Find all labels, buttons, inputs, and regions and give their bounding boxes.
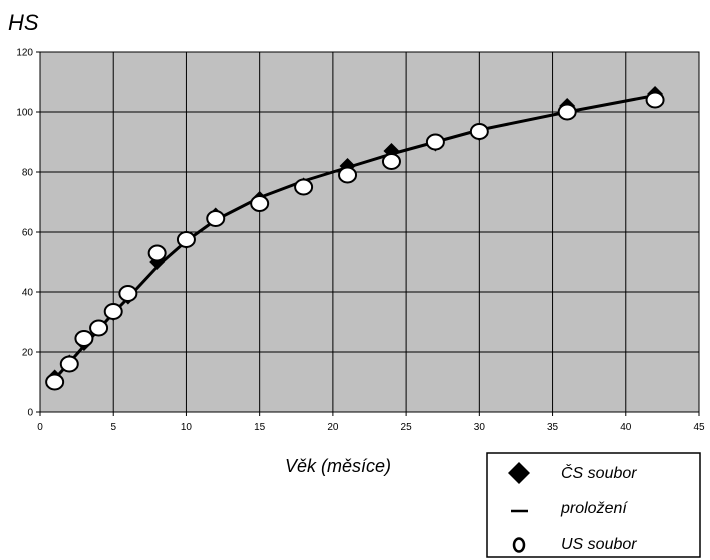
us-circle-point bbox=[645, 91, 665, 109]
y-tick-label: 0 bbox=[27, 408, 33, 419]
us-circle-point bbox=[176, 231, 196, 248]
x-tick-label: 45 bbox=[693, 422, 705, 433]
legend-label-cs: ČS soubor bbox=[561, 463, 637, 482]
chart-title: HS bbox=[8, 10, 39, 35]
x-tick-label: 30 bbox=[474, 422, 486, 433]
us-circle-point bbox=[147, 244, 167, 262]
x-tick-label: 15 bbox=[254, 422, 266, 433]
legend-label-fit: proložení bbox=[560, 500, 628, 517]
us-circle-point bbox=[59, 355, 79, 373]
us-circle-point bbox=[469, 123, 489, 140]
axes: 0 20 40 60 80 100 120 0 5 10 15 20 25 30 35 40 45 bbox=[16, 48, 705, 434]
legend-circle-marker bbox=[512, 537, 526, 553]
us-circle-point bbox=[381, 153, 401, 170]
y-tick-label: 100 bbox=[16, 108, 33, 119]
us-circle-point bbox=[557, 103, 577, 121]
us-circle-point bbox=[294, 178, 314, 196]
y-tick-label: 120 bbox=[16, 48, 33, 59]
us-circle-point bbox=[206, 210, 226, 227]
us-circle-point bbox=[74, 330, 94, 347]
x-tick-label: 20 bbox=[327, 422, 339, 433]
us-circle-point bbox=[250, 195, 270, 212]
x-tick-label: 5 bbox=[110, 422, 116, 433]
x-tick-label: 25 bbox=[401, 422, 413, 433]
x-tick-label: 40 bbox=[620, 422, 632, 433]
us-circle-point bbox=[425, 133, 445, 151]
x-tick-label: 10 bbox=[181, 422, 193, 433]
y-tick-label: 20 bbox=[22, 348, 34, 359]
legend-label-us: US soubor bbox=[561, 536, 637, 553]
us-circle-point bbox=[89, 319, 109, 337]
x-tick-label: 35 bbox=[547, 422, 559, 433]
legend: ČS soubor proložení US soubor bbox=[486, 452, 701, 558]
us-circle-point bbox=[45, 373, 65, 391]
x-axis-label: Věk (měsíce) bbox=[285, 456, 391, 476]
y-tick-label: 80 bbox=[22, 168, 34, 179]
us-circle-point bbox=[118, 285, 138, 302]
us-circle-point bbox=[338, 166, 358, 184]
y-tick-label: 40 bbox=[22, 288, 34, 299]
legend-diamond-marker bbox=[508, 462, 530, 484]
y-tick-label: 60 bbox=[22, 228, 34, 239]
data-layer bbox=[45, 86, 665, 391]
us-circle-point bbox=[103, 303, 123, 320]
x-tick-label: 0 bbox=[37, 422, 43, 433]
